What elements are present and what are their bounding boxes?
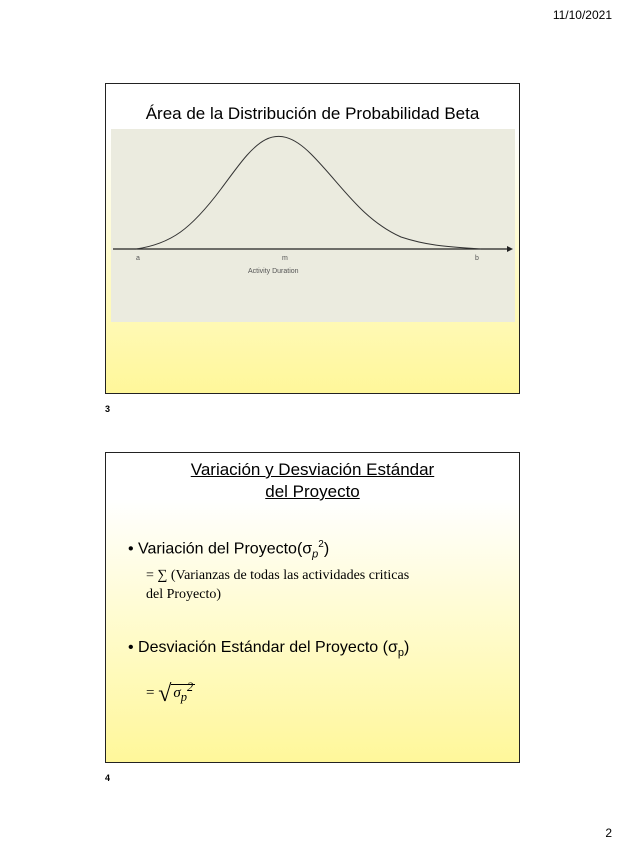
page-number: 2 — [605, 826, 612, 840]
tick-m: m — [282, 255, 288, 262]
sigma: σ — [173, 685, 181, 701]
beta-curve — [135, 135, 482, 250]
beta-distribution-figure: a m b Activity Duration — [111, 129, 515, 322]
beta-curve-svg: a m b Activity Duration — [113, 135, 513, 275]
variance-formula: = ∑ (Varianzas de todas las actividades … — [146, 566, 409, 604]
slide-3: Área de la Distribución de Probabilidad … — [105, 83, 520, 394]
bullet-variance: • Variación del Proyecto(σp2) — [128, 539, 330, 561]
title-line-2: del Proyecto — [265, 482, 360, 501]
sub: p — [312, 548, 319, 561]
sqrt-icon: √ — [158, 681, 172, 707]
slide-number: 3 — [105, 404, 111, 414]
tick-b: b — [475, 255, 479, 262]
slide-number: 4 — [105, 773, 111, 783]
print-date: 11/10/2021 — [552, 8, 612, 22]
slide-title: Variación y Desviación Estándar del Proye… — [106, 459, 519, 503]
sub: p — [397, 647, 404, 660]
tick-a: a — [136, 255, 140, 262]
sup: 2 — [318, 539, 324, 550]
paren: ) — [403, 639, 410, 656]
formula-line-1: = ∑ (Varianzas de todas las actividades … — [146, 568, 410, 583]
formula-line-2: del Proyecto) — [146, 587, 222, 602]
bullet-text: Variación del Proyecto(σ — [138, 540, 313, 558]
equals: = — [146, 685, 155, 701]
std-dev-formula: = √ σp2 — [146, 678, 196, 707]
paren: ) — [323, 540, 330, 558]
title-line-1: Variación y Desviación Estándar — [190, 460, 435, 479]
bullet-std-dev: • Desviación Estándar del Proyecto (σp) — [128, 639, 410, 660]
sub: p — [180, 690, 188, 704]
axis-arrow — [507, 246, 513, 252]
radicand: σp2 — [171, 680, 196, 704]
bullet-text: Desviación Estándar del Proyecto (σ — [138, 639, 398, 656]
sup: 2 — [187, 680, 194, 694]
slide-title: Área de la Distribución de Probabilidad … — [145, 104, 480, 123]
slide-4: Variación y Desviación Estándar del Proye… — [105, 452, 520, 763]
x-axis-label: Activity Duration — [248, 268, 299, 275]
